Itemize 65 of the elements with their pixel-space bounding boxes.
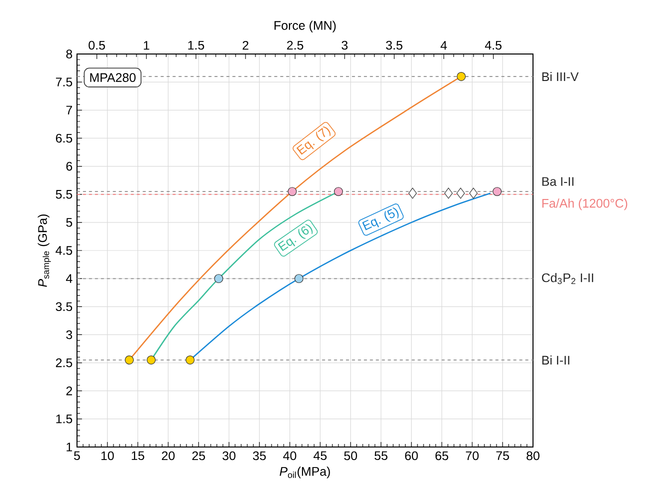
y-tick-label: 7.5 <box>56 78 72 86</box>
x-tick-label: 15 <box>132 451 144 460</box>
annotation: Eq. (7) <box>296 126 331 155</box>
y-tick-label: 1 <box>66 442 72 452</box>
annotation: Eq. (5) <box>362 208 399 230</box>
x-tick-label: 75 <box>496 451 510 460</box>
point <box>334 187 343 196</box>
x2-tick-label: 4 <box>440 41 447 50</box>
y-axis-title: P$_{sample}$ (GPa) <box>38 214 51 287</box>
y-tick-label: 7 <box>66 106 72 114</box>
x2-tick-label: 2 <box>242 40 248 50</box>
point <box>408 188 417 199</box>
point <box>444 188 453 199</box>
x-tick-label: 20 <box>162 451 175 460</box>
x-tick-label: 70 <box>466 451 479 460</box>
y-tick-label: 8 <box>66 50 72 58</box>
x-tick-label: 25 <box>192 451 206 460</box>
point <box>146 355 156 364</box>
x-tick-label: 45 <box>314 451 327 460</box>
annotation: Eq. (6) <box>278 224 313 252</box>
x-tick-label: 65 <box>436 451 448 460</box>
x-tick-label: 40 <box>283 451 296 460</box>
x2-tick-label: 4.5 <box>484 40 502 50</box>
y-tick-label: 4.5 <box>56 246 72 255</box>
x-tick-label: 30 <box>222 451 236 460</box>
y-tick-label: 6.5 <box>56 134 72 143</box>
y-tick-label: 2.5 <box>56 358 72 368</box>
ref-line-label: Ba I-II <box>542 177 574 186</box>
point <box>124 355 134 364</box>
ref-line-label: Bi I-II <box>542 355 570 364</box>
y-tick-label: 6 <box>66 162 72 171</box>
y-tick-label: 1.5 <box>56 414 72 424</box>
annotation: MPA280 <box>90 73 136 82</box>
x2-tick-label: 2.5 <box>287 40 304 50</box>
x2-tick-label: 1.5 <box>188 40 204 50</box>
x-axis-title: P$_{oil}$(MPa) <box>280 466 330 478</box>
ref-line-label: Bi III-V <box>542 72 579 81</box>
point <box>214 274 224 284</box>
x2-tick-label: 3.5 <box>386 40 402 50</box>
point <box>186 355 195 364</box>
point <box>469 188 478 199</box>
x-tick-label: 10 <box>101 451 114 460</box>
x-tick-label: 50 <box>344 451 358 460</box>
point <box>492 187 502 196</box>
x2-axis-title: Force (MN) <box>274 20 336 32</box>
y-tick-label: 2 <box>66 386 72 396</box>
x2-tick-label: 3 <box>342 40 348 50</box>
point <box>288 187 297 196</box>
point <box>294 274 304 284</box>
point <box>456 72 466 81</box>
y-tick-label: 5.5 <box>56 190 72 199</box>
ref-line-label: Fa/Ah (1200°C) <box>542 198 628 210</box>
y-tick-label: 3.5 <box>56 302 72 312</box>
ref-line-label: Cd$_{3}$P$_{2}$ I-II <box>542 273 594 284</box>
x2-tick-label: 1 <box>144 41 150 50</box>
x2-tick-label: 0.5 <box>88 40 105 50</box>
x-tick-label: 55 <box>374 451 388 460</box>
y-tick-label: 5 <box>66 218 72 227</box>
x-tick-label: 80 <box>526 451 540 460</box>
point <box>456 188 465 199</box>
y-tick-label: 4 <box>66 274 72 283</box>
x-tick-label: 35 <box>252 451 266 460</box>
x-tick-label: 60 <box>405 451 418 460</box>
y-tick-label: 3 <box>66 330 72 340</box>
x-tick-label: 5 <box>74 451 80 460</box>
